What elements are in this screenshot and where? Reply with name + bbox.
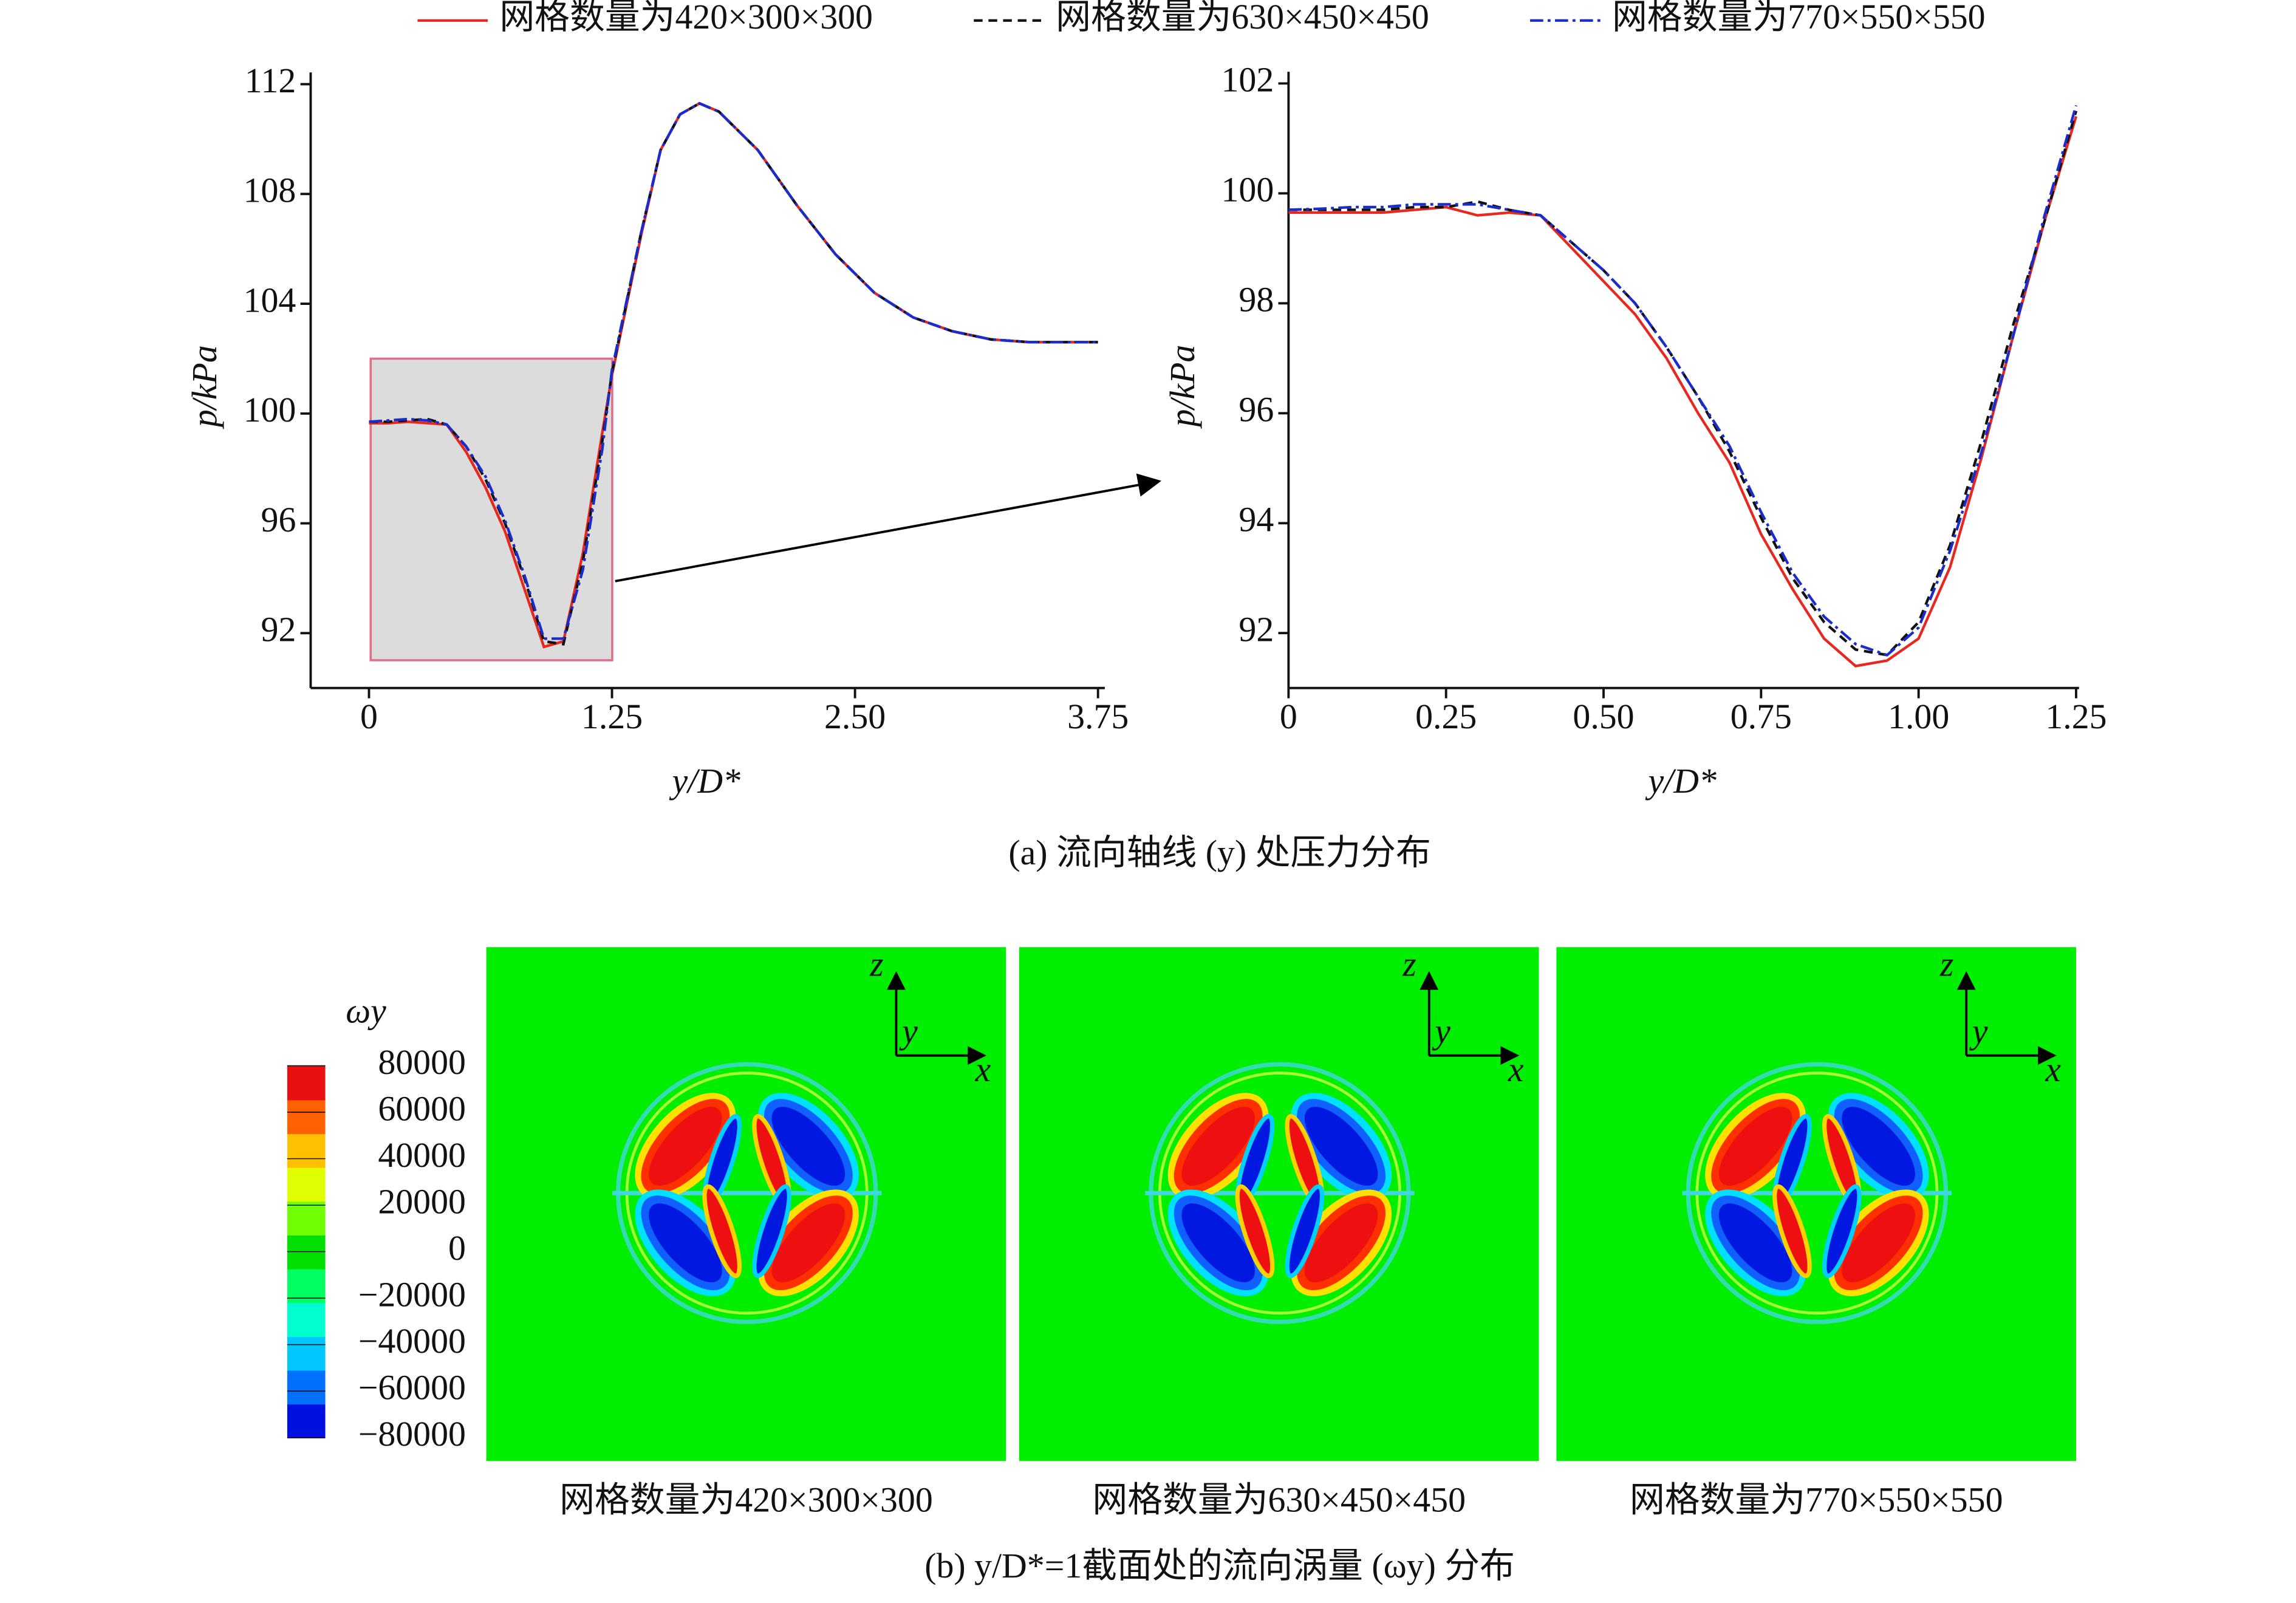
x-tick-label: 0.50 (1573, 697, 1634, 736)
colorbar-band (287, 1404, 326, 1438)
colorbar-label: 60000 (378, 1089, 466, 1128)
y-tick-label: 92 (261, 610, 296, 649)
colorbar-band (287, 1336, 326, 1371)
x-tick-label: 0.25 (1415, 697, 1477, 736)
panel-title: 网格数量为630×450×450 (1092, 1480, 1466, 1519)
data-line (1288, 111, 2078, 657)
axis-label: x (1508, 1050, 1524, 1089)
colorbar-band (287, 1065, 326, 1101)
y-tick-label: 92 (1239, 610, 1274, 649)
panel-field (1556, 947, 2076, 1461)
colorbar-label: 0 (448, 1228, 466, 1268)
colorbar-band (287, 1201, 326, 1236)
contour-panel: zy x (1019, 944, 1539, 1461)
axis-label: y (1432, 1011, 1450, 1051)
colorbar-label: −80000 (358, 1414, 466, 1454)
axis-label: x (975, 1050, 991, 1089)
y-tick-label: 96 (1239, 390, 1274, 429)
panel-title: 网格数量为420×300×300 (559, 1480, 933, 1519)
colorbar-band (287, 1133, 326, 1168)
x-axis-label: y/D* (1645, 761, 1716, 801)
y-axis-label: p/kPa (1163, 345, 1202, 429)
x-tick-label: 3.75 (1067, 697, 1129, 736)
colorbar-band (287, 1302, 326, 1337)
y-tick-label: 104 (244, 280, 296, 320)
legend-label: 网格数量为630×450×450 (1056, 0, 1429, 36)
panel-field (1019, 947, 1539, 1461)
data-line (1288, 116, 2078, 668)
data-line (1288, 104, 2078, 657)
axis-label: z (1939, 944, 1954, 983)
zoom-arrow (615, 473, 1162, 583)
y-tick-label: 100 (1221, 170, 1274, 210)
panel-title: 网格数量为770×550×550 (1630, 1480, 2003, 1519)
colorbar-label: −40000 (358, 1321, 466, 1361)
caption: (b) y/D*=1截面处的流向涡量 (ωy) 分布 (924, 1546, 1515, 1585)
colorbar-label: 20000 (378, 1181, 466, 1221)
colorbar-label: 40000 (378, 1135, 466, 1175)
legend-label: 网格数量为770×550×550 (1612, 0, 1986, 36)
colorbar-band (287, 1370, 326, 1405)
panel-field (486, 947, 1006, 1461)
colorbar-label: 80000 (378, 1042, 466, 1082)
contour-panel: zy x (486, 944, 1006, 1461)
x-tick-label: 0 (1280, 697, 1297, 736)
y-tick-label: 108 (244, 171, 296, 210)
y-tick-label: 94 (1239, 500, 1274, 539)
y-tick-label: 98 (1239, 280, 1274, 320)
colorbar-band (287, 1268, 326, 1304)
y-tick-label: 96 (261, 500, 296, 539)
y-axis-label: p/kPa (185, 345, 224, 429)
caption: (a) 流向轴线 (y) 处压力分布 (1008, 833, 1430, 872)
contour-panel: zy x (1556, 944, 2076, 1461)
colorbar-band (287, 1099, 326, 1135)
axis-label: y (899, 1011, 918, 1051)
x-tick-label: 2.50 (824, 697, 886, 736)
axis-label: x (2045, 1050, 2061, 1089)
x-tick-label: 1.25 (581, 697, 643, 736)
axis-label: z (1402, 944, 1416, 983)
legend-label: 网格数量为420×300×300 (499, 0, 873, 36)
y-tick-label: 102 (1221, 60, 1274, 100)
x-tick-label: 1.00 (1888, 697, 1949, 736)
y-tick-label: 100 (244, 390, 296, 429)
x-tick-label: 0.75 (1731, 697, 1792, 736)
data-line (369, 101, 1098, 640)
y-tick-label: 112 (245, 61, 296, 100)
axis-label: y (1969, 1011, 1988, 1051)
colorbar-title: ωy (346, 991, 386, 1030)
zoom-box (369, 357, 613, 661)
colorbar-band (287, 1167, 326, 1202)
axis-label: z (869, 944, 884, 983)
colorbar-label: −60000 (358, 1367, 466, 1407)
x-axis-label: y/D* (669, 761, 740, 801)
x-tick-label: 0 (360, 697, 378, 736)
colorbar-label: −20000 (358, 1274, 466, 1314)
x-tick-label: 1.25 (2045, 697, 2106, 736)
